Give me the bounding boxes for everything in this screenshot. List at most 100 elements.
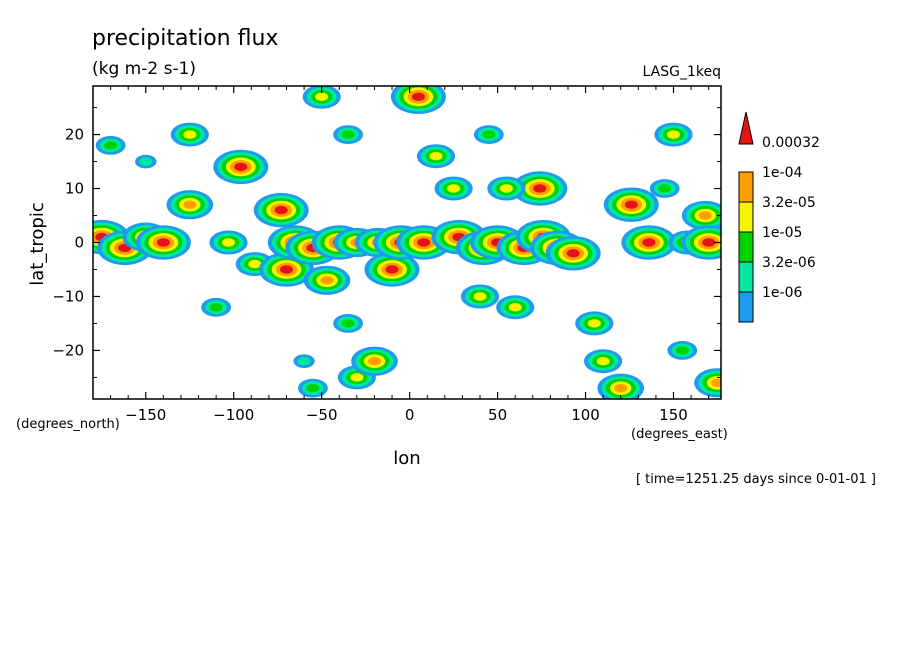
time-footer: [ time=1251.25 days since 0-01-01 ] xyxy=(636,472,876,487)
y-axis-title: lat_tropic xyxy=(27,202,48,286)
axis-ticks xyxy=(93,86,721,399)
chart-title: precipitation flux xyxy=(92,26,278,51)
contour-band-0.00032 xyxy=(234,162,248,172)
precip-cell xyxy=(431,219,487,255)
contour-band-0.00032 xyxy=(702,238,716,247)
precip-cell xyxy=(487,176,526,201)
x-tick-label: 150 xyxy=(659,406,688,424)
dataset-label: LASG_1keq xyxy=(643,64,721,80)
contour-band-0.00032 xyxy=(624,200,638,209)
contour-band-1e-05 xyxy=(341,130,355,139)
precip-cell xyxy=(694,368,721,398)
contour-band-0.00032 xyxy=(642,238,656,247)
precip-cell xyxy=(545,236,601,271)
plot-area xyxy=(92,85,722,400)
contour-band-3.2e-05 xyxy=(499,184,513,193)
contour-band-0.00032 xyxy=(274,205,288,215)
contour-band-0.00032 xyxy=(280,265,293,274)
precip-cell xyxy=(603,187,659,222)
colorbar-band xyxy=(738,171,754,203)
precip-cell xyxy=(253,192,309,228)
y-units-label: (degrees_north) xyxy=(16,417,120,432)
colorbar-label: 1e-05 xyxy=(762,225,802,241)
colorbar-label: 3.2e-05 xyxy=(762,195,816,211)
precip-cell xyxy=(170,122,209,147)
precip-cell xyxy=(166,190,214,220)
contour-band-1e-04 xyxy=(711,378,721,387)
contour-band-1e-04 xyxy=(698,211,712,220)
precip-cell xyxy=(460,284,500,309)
y-tick-labels: −20 −10 0 10 20 xyxy=(52,126,84,360)
contour-band-1e-05 xyxy=(658,184,672,193)
contour-band-3.2e-05 xyxy=(587,319,601,328)
x-units-label: (degrees_east) xyxy=(631,427,728,442)
colorbar-band xyxy=(738,231,754,263)
contour-band-1e-04 xyxy=(183,200,197,209)
contour-band-3.2e-05 xyxy=(222,238,235,247)
contour-band-3.2e-05 xyxy=(667,130,680,139)
contour-band-0.00032 xyxy=(566,249,580,258)
contour-band-3.2e-05 xyxy=(315,92,329,102)
precip-cell xyxy=(201,297,232,317)
contour-band-0.00032 xyxy=(533,184,547,193)
colorbar-label: 1e-04 xyxy=(762,165,802,181)
precip-cell xyxy=(416,144,456,169)
precip-cell xyxy=(649,179,680,198)
precip-cell xyxy=(473,125,504,144)
precip-cell xyxy=(95,136,126,155)
colorbar-band xyxy=(738,201,754,233)
y-tick-label: −20 xyxy=(52,341,84,359)
x-tick-label: 100 xyxy=(571,406,600,424)
x-tick-label: −50 xyxy=(306,406,338,424)
precip-cell xyxy=(654,122,693,147)
colorbar-label: 0.00032 xyxy=(762,135,820,151)
precip-cell xyxy=(575,311,614,336)
contour-band-3.2e-05 xyxy=(447,184,461,193)
contour-band-3.2e-05 xyxy=(183,130,197,139)
contour-band-1e-04 xyxy=(614,384,628,393)
contour-band-1e-05 xyxy=(675,346,689,355)
contour-band-0.00032 xyxy=(411,92,425,102)
precip-cell xyxy=(302,86,341,109)
x-tick-label: 0 xyxy=(405,406,415,424)
y-tick-label: 0 xyxy=(74,234,84,252)
precip-cell xyxy=(667,341,698,360)
precip-cell xyxy=(584,349,623,374)
contour-band-0.00032 xyxy=(417,238,431,247)
precip-cell xyxy=(333,314,363,333)
x-tick-labels: −150 −100 −50 0 50 100 150 xyxy=(125,406,688,424)
contour-band-3.2e-06 xyxy=(297,357,311,366)
precip-cell xyxy=(298,378,328,398)
precip-cell xyxy=(390,86,446,114)
contour-band-3.2e-05 xyxy=(350,373,364,382)
contour-band-0.00032 xyxy=(156,238,170,247)
x-tick-label: −150 xyxy=(125,406,166,424)
contour-band-1e-05 xyxy=(209,303,223,312)
contour-band-1e-04 xyxy=(368,357,381,366)
contour-band-1e-05 xyxy=(341,319,355,328)
contour-band-3.2e-05 xyxy=(508,303,522,312)
colorbar: 1e-06 3.2e-06 1e-05 3.2e-05 1e-04 0.00032 xyxy=(738,111,820,323)
precip-cell xyxy=(293,354,315,369)
colorbar-band-extend xyxy=(738,111,754,145)
precip-cell xyxy=(597,373,644,399)
precip-cell xyxy=(351,346,398,376)
precip-cell xyxy=(434,176,473,201)
x-tick-label: −100 xyxy=(213,406,254,424)
colorbar-band xyxy=(738,261,754,293)
contour-band-1e-05 xyxy=(104,141,118,150)
precip-cell xyxy=(496,295,535,320)
contour-band-3.2e-05 xyxy=(473,292,487,301)
precip-cell xyxy=(512,171,568,206)
precip-cell xyxy=(621,225,677,260)
precip-cell xyxy=(681,225,721,260)
precip-field xyxy=(93,86,721,399)
contour-band-1e-05 xyxy=(306,384,320,393)
precip-cell xyxy=(303,265,351,295)
contour-band-3.2e-05 xyxy=(429,152,443,161)
contour-band-1e-04 xyxy=(320,276,334,285)
precip-cell xyxy=(364,252,420,287)
contour-band-3.2e-05 xyxy=(596,357,610,366)
precip-cell xyxy=(135,154,157,169)
